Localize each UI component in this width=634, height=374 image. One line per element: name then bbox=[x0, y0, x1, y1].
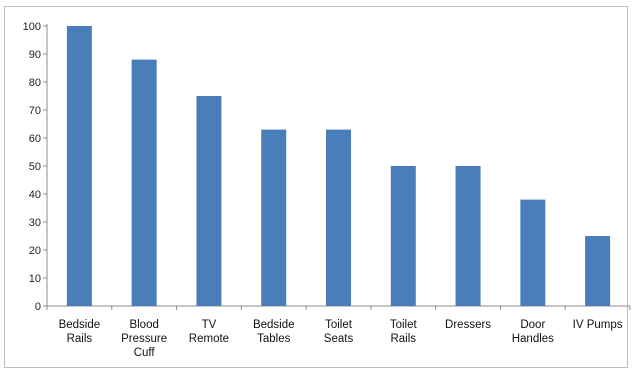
x-category-label: TV Remote bbox=[189, 319, 229, 345]
y-tick-label: 100 bbox=[23, 21, 41, 33]
x-category-label: IV Pumps bbox=[573, 319, 623, 331]
bars bbox=[66, 26, 611, 306]
labels: 0 10 20 30 40 50 60 70 80 90 100 Bedside Rails Blood P… bbox=[23, 21, 623, 359]
bar bbox=[455, 166, 481, 306]
y-tick-label: 60 bbox=[29, 133, 41, 145]
x-category-label: Toilet Rails bbox=[390, 319, 418, 345]
x-category-label: Toilet Seats bbox=[324, 319, 354, 345]
x-category-label: Door Handles bbox=[512, 319, 554, 345]
chart-frame bbox=[4, 6, 628, 368]
bar bbox=[196, 96, 222, 306]
y-tick-label: 10 bbox=[29, 273, 41, 285]
bar bbox=[585, 236, 611, 306]
y-tick-label: 50 bbox=[29, 161, 41, 173]
bar bbox=[131, 59, 157, 306]
bar bbox=[390, 166, 416, 306]
y-tick-label: 20 bbox=[29, 245, 41, 257]
x-category-label: Bedside Rails bbox=[59, 319, 101, 345]
x-category-label: Bedside Tables bbox=[253, 319, 295, 345]
y-tick-label: 0 bbox=[35, 301, 41, 313]
x-category-label: Blood Pressure Cuff bbox=[121, 319, 167, 359]
bar bbox=[66, 26, 92, 306]
y-tick-label: 80 bbox=[29, 77, 41, 89]
y-tick-label: 70 bbox=[29, 105, 41, 117]
x-category-label: Dressers bbox=[445, 319, 491, 331]
y-tick-label: 30 bbox=[29, 217, 41, 229]
bar bbox=[326, 129, 351, 306]
y-tick-label: 90 bbox=[29, 49, 41, 61]
y-tick-label: 40 bbox=[29, 189, 41, 201]
bar bbox=[520, 199, 546, 306]
bar bbox=[261, 129, 287, 306]
